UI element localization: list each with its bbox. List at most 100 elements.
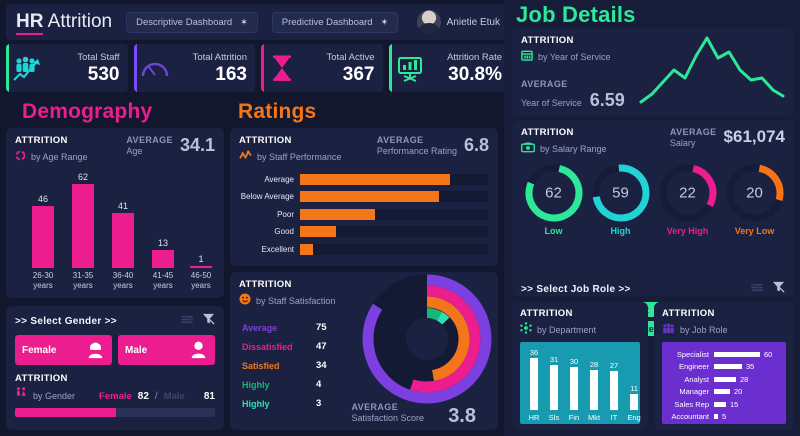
- department-bar-group[interactable]: 27: [604, 361, 624, 410]
- kpi-label: Total Attrition: [192, 51, 247, 63]
- salary-gauge-high[interactable]: 59 High: [589, 162, 652, 236]
- jobrole-bar-row[interactable]: Analyst 28: [666, 373, 780, 386]
- kpi-total-attrition[interactable]: Total Attrition 163: [133, 44, 255, 92]
- department-bar-value: 28: [589, 360, 599, 369]
- satisfaction-label: Average: [242, 322, 278, 333]
- panel-title-group: ATTRITION by Department: [520, 308, 596, 339]
- department-bar-group[interactable]: 30: [564, 357, 584, 410]
- performance-bar-track: [300, 173, 488, 185]
- slider-settings-icon[interactable]: [751, 280, 764, 298]
- department-bar-value: 27: [609, 361, 619, 370]
- department-bar-group[interactable]: 36: [524, 348, 544, 410]
- filter-clear-icon[interactable]: [202, 312, 215, 330]
- satisfaction-legend-row[interactable]: Highly 3: [242, 394, 327, 413]
- salary-gauge-very-low[interactable]: 20 Very Low: [723, 162, 786, 236]
- jobrole-bar-value: 20: [734, 387, 743, 397]
- panel-attrition-label: ATTRITION: [521, 35, 574, 46]
- job-role-select-title: >> Select Job Role >>: [521, 283, 631, 295]
- performance-bar-row[interactable]: Average: [238, 172, 488, 186]
- department-bar-group[interactable]: 11: [624, 384, 644, 410]
- gender-split-bar-fill: [15, 408, 116, 417]
- gender-select-title: >> Select Gender >>: [15, 315, 117, 327]
- satisfaction-legend-row[interactable]: Average 75: [242, 318, 327, 337]
- panel-subtitle: by Department: [520, 321, 596, 339]
- jobrole-bar-row[interactable]: Accountant 5: [666, 411, 780, 424]
- panel-title-group: ATTRITION by Age Range: [15, 135, 88, 166]
- gender-select-header: >> Select Gender >>: [6, 306, 224, 330]
- kpi-total-staff[interactable]: Total Staff 530: [6, 44, 128, 92]
- satisfaction-legend-row[interactable]: Dissatisfied 47: [242, 337, 327, 356]
- kpi-accent-rail: [261, 44, 264, 92]
- performance-bar-label: Below Average: [240, 192, 294, 201]
- department-bar-value: 31: [549, 355, 559, 364]
- kpi-text: Total Active 367: [326, 52, 374, 85]
- gender-button-male[interactable]: Male: [118, 335, 215, 365]
- jobrole-bar-label: Specialist: [676, 349, 709, 359]
- satisfaction-legend-row[interactable]: Satisfied 34: [242, 356, 327, 375]
- jobrole-bar-row[interactable]: Engineer 35: [666, 361, 780, 374]
- kpi-text: Total Attrition 163: [193, 52, 247, 85]
- department-bar-label: Fin: [568, 413, 580, 422]
- kpi-label: Attrition Rate: [447, 51, 502, 63]
- panel-attrition-label: ATTRITION: [239, 135, 292, 146]
- panel-subtitle: by Staff Performance: [239, 148, 341, 166]
- satisfaction-radial-chart: [362, 274, 492, 409]
- age-bar-group[interactable]: 62 31-35 years: [66, 172, 100, 290]
- department-bar-label: Eng: [627, 413, 641, 422]
- smiley-icon: [239, 292, 251, 310]
- gender-male-label: Male: [163, 391, 185, 402]
- age-bar-label: 26-30 years: [32, 271, 54, 290]
- gender-by-label: by Gender: [33, 391, 76, 401]
- kpi-value: 163: [215, 63, 247, 85]
- kpi-text: Total Staff 530: [77, 52, 119, 85]
- satisfaction-value: 4: [316, 379, 322, 390]
- age-bar-group[interactable]: 1 46-50 years: [184, 254, 218, 290]
- service-average: AVERAGE Year of Service 6.59: [521, 79, 625, 110]
- age-bar-group[interactable]: 41 36-40 years: [106, 201, 140, 290]
- gender-male-value: 81: [203, 391, 215, 402]
- gender-buttons: Female Male: [6, 330, 224, 365]
- donut-icon: [15, 148, 26, 166]
- panel-staff-satisfaction: ATTRITION by Staff Satisfaction Average: [230, 272, 498, 430]
- slider-settings-icon[interactable]: [181, 312, 194, 330]
- performance-bar-row[interactable]: Poor: [238, 207, 488, 221]
- panel-subtitle: by Job Role: [662, 321, 728, 339]
- department-bar-group[interactable]: 31: [544, 355, 564, 410]
- salary-gauge-low[interactable]: 62 Low: [522, 162, 585, 236]
- gender-button-female[interactable]: Female: [15, 335, 112, 365]
- jobrole-bar-row[interactable]: Manager 20: [666, 386, 780, 399]
- jobrole-bar-value: 60: [764, 349, 773, 359]
- panel-title-group: ATTRITION by Staff Performance: [239, 135, 341, 166]
- age-bar-group[interactable]: 13 41-45 years: [146, 238, 180, 290]
- age-bar-value: 46: [37, 194, 48, 204]
- average-label: AVERAGE: [351, 402, 399, 412]
- user-name: Anietie Etuk: [446, 16, 500, 28]
- kpi-total-active[interactable]: Total Active 367: [261, 44, 383, 92]
- salary-gauge-label: Very High: [666, 226, 709, 236]
- age-bar-group[interactable]: 46 26-30 years: [26, 194, 60, 290]
- jobrole-bar-value: 35: [746, 362, 755, 372]
- performance-bar-row[interactable]: Excellent: [238, 242, 488, 256]
- kpi-attrition-rate[interactable]: Attrition Rate 30.8%: [388, 44, 510, 92]
- panel-attrition-label: ATTRITION: [520, 308, 573, 319]
- app-title-bold: HR: [16, 11, 44, 35]
- salary-gauge-very-high[interactable]: 22 Very High: [656, 162, 719, 236]
- jobrole-bar-row[interactable]: Sales Rep 15: [666, 398, 780, 411]
- panel-subtitle: by Age Range: [15, 148, 88, 166]
- nav-descriptive-dashboard[interactable]: Descriptive Dashboard ✶: [126, 11, 258, 33]
- panel-by-label: by Salary Range: [540, 144, 607, 154]
- user-profile[interactable]: Anietie Etuk: [416, 10, 500, 34]
- restroom-icon: [15, 386, 27, 404]
- satisfaction-label: Highly: [242, 379, 270, 390]
- department-bar-group[interactable]: 28: [584, 360, 604, 410]
- jobrole-bar-row[interactable]: Specialist 60: [666, 348, 780, 361]
- satisfaction-average-value: 3.8: [448, 405, 476, 427]
- performance-bar-chart: Average Below Average Poor Good Excellen…: [238, 172, 488, 260]
- performance-bar-row[interactable]: Good: [238, 225, 488, 239]
- performance-bar-row[interactable]: Below Average: [238, 190, 488, 204]
- panel-title-group: ATTRITION by Job Role: [662, 308, 728, 339]
- filter-clear-icon[interactable]: [772, 280, 785, 298]
- satisfaction-legend-row[interactable]: Highly 4: [242, 375, 327, 394]
- panel-subtitle: by Staff Satisfaction: [239, 292, 335, 310]
- nav-predictive-dashboard[interactable]: Predictive Dashboard ✶: [271, 11, 399, 33]
